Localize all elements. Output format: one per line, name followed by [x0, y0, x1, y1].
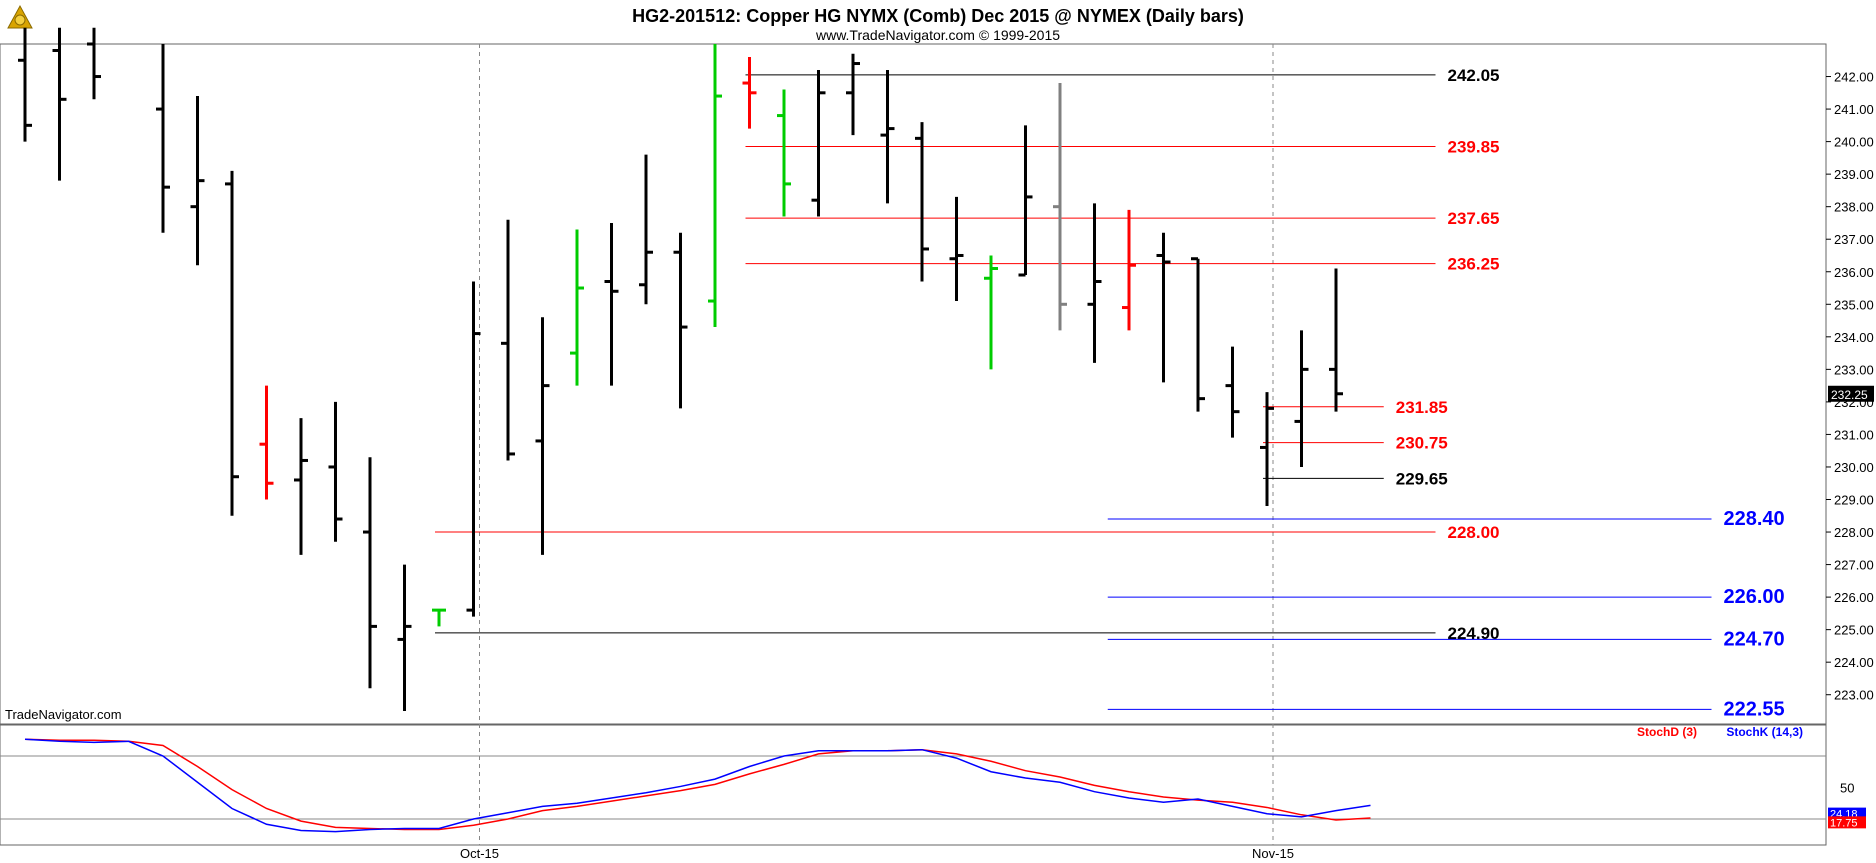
price-tick-label: 223.00: [1834, 688, 1874, 703]
ohlc-bar: [397, 564, 412, 711]
ohlc-bar: [190, 96, 205, 266]
ohlc-bar: [880, 70, 895, 204]
ohlc-bar: [87, 27, 101, 100]
price-axis: 223.00 224.00 225.00 226.00 227.00 228.00 229.…: [1826, 70, 1874, 703]
ohlc-bar: [1053, 83, 1067, 331]
ohlc-bar: [1018, 125, 1033, 277]
ohlc-bar: [570, 229, 584, 386]
grid-lines: [479, 44, 1274, 845]
ohlc-bars: [18, 27, 1343, 711]
level-label: 231.85: [1396, 398, 1448, 417]
ohlc-bar: [18, 27, 32, 142]
level-label: 222.55: [1724, 698, 1785, 720]
ohlc-bar: [432, 608, 446, 627]
level-label: 226.00: [1724, 586, 1785, 608]
ohlc-bar: [535, 317, 550, 555]
ohlc-bar: [52, 27, 67, 181]
date-tick-label: Oct-15: [460, 846, 499, 861]
ohlc-bar: [1191, 257, 1205, 412]
ohlc-bar: [1225, 346, 1240, 438]
level-label: 236.25: [1448, 255, 1500, 274]
stochD-value-box: [1828, 816, 1866, 829]
ohlc-bar: [1087, 203, 1102, 363]
ohlc-bar: [1122, 209, 1136, 331]
ohlc-bar: [915, 122, 929, 282]
price-tick-label: 228.00: [1834, 525, 1874, 540]
price-tick-label: 236.00: [1834, 265, 1874, 280]
ohlc-bar: [777, 89, 791, 217]
ohlc-bar: [742, 57, 757, 129]
support-resistance-levels: 242.05 239.85 237.65 236.25 231.85 230.75 229.…: [435, 66, 1785, 720]
ohlc-bar: [156, 44, 170, 233]
date-axis: Oct-15 Nov-15: [460, 846, 1294, 861]
ohlc-bar: [1294, 330, 1309, 467]
level-label: 237.65: [1448, 209, 1500, 228]
level-label: 228.40: [1724, 508, 1785, 530]
ohlc-bar: [1329, 268, 1343, 412]
ohlc-bar: [846, 53, 860, 136]
chart-subtitle: www.TradeNavigator.com © 1999-2015: [815, 27, 1060, 43]
ohlc-bar: [673, 232, 688, 409]
sextant-logo-icon: [7, 4, 33, 29]
ohlc-bar: [363, 457, 377, 689]
indicator-panel: [0, 724, 1827, 846]
price-panel: [0, 43, 1827, 725]
stochK-line: [24, 738, 1371, 833]
ohlc-bar: [466, 281, 481, 617]
last-price-label: 232.25: [1831, 388, 1868, 402]
price-tick-label: 240.00: [1834, 135, 1874, 150]
stochD-line: [24, 738, 1371, 831]
ohlc-bar: [708, 44, 722, 328]
watermark: TradeNavigator.com: [5, 707, 122, 722]
ohlc-bar: [1156, 232, 1171, 383]
ohlc-bar: [811, 70, 826, 217]
ohlc-bar: [984, 255, 998, 370]
price-tick-label: 237.00: [1834, 232, 1874, 247]
price-tick-label: 225.00: [1834, 623, 1874, 638]
ohlc-bar: [1260, 392, 1274, 507]
ohlc-bar: [949, 196, 964, 302]
last-price-box: [1828, 385, 1874, 402]
ohlc-bar: [604, 222, 619, 386]
price-tick-label: 226.00: [1834, 590, 1874, 605]
price-tick-label: 234.00: [1834, 330, 1874, 345]
ohlc-bar: [501, 219, 515, 461]
ohlc-bar: [259, 385, 274, 500]
price-tick-label: 241.00: [1834, 102, 1874, 117]
ohlc-bar: [225, 170, 239, 516]
stochK-legend: StochK (14,3): [1726, 725, 1803, 739]
stochD-value: 17.75: [1830, 817, 1858, 829]
price-tick-label: 233.00: [1834, 362, 1874, 377]
price-tick-label: 238.00: [1834, 200, 1874, 215]
price-tick-label: 229.00: [1834, 493, 1874, 508]
level-label: 242.05: [1448, 66, 1500, 85]
stoch-tick-label: 50: [1840, 781, 1854, 796]
ohlc-bar: [328, 401, 343, 542]
stochD-legend: StochD (3): [1637, 725, 1697, 739]
price-tick-label: 227.00: [1834, 558, 1874, 573]
price-tick-label: 242.00: [1834, 70, 1874, 85]
date-tick-label: Nov-15: [1252, 846, 1294, 861]
level-label: 239.85: [1448, 137, 1500, 156]
chart-title: HG2-201512: Copper HG NYMX (Comb) Dec 20…: [632, 6, 1244, 26]
ohlc-bar: [294, 418, 308, 555]
price-tick-label: 231.00: [1834, 427, 1874, 442]
level-label: 230.75: [1396, 434, 1448, 453]
level-label: 224.90: [1448, 624, 1500, 643]
price-tick-label: 239.00: [1834, 167, 1874, 182]
level-label: 228.00: [1448, 523, 1500, 542]
price-tick-label: 230.00: [1834, 460, 1874, 475]
price-tick-label: 224.00: [1834, 655, 1874, 670]
level-label: 224.70: [1724, 628, 1785, 650]
price-tick-label: 235.00: [1834, 297, 1874, 312]
level-label: 229.65: [1396, 469, 1448, 488]
ohlc-bar: [639, 154, 653, 305]
